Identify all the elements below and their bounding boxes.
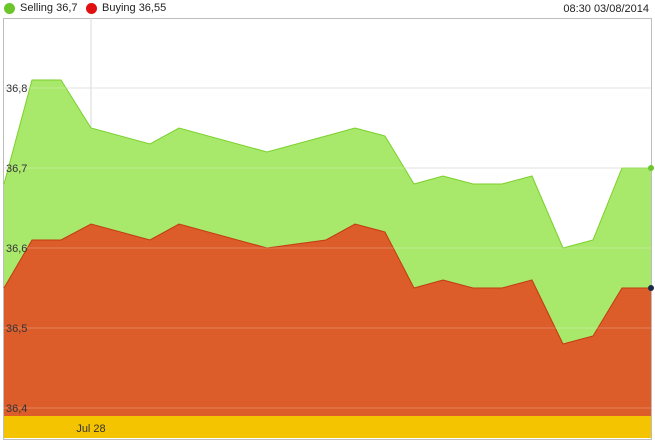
y-tick-label: 36,7 [6, 163, 27, 175]
buying-end-marker [648, 285, 654, 291]
timestamp: 08:30 03/08/2014 [563, 3, 649, 15]
legend-selling[interactable]: Selling 36,7 [4, 2, 78, 14]
selling-end-marker [648, 165, 654, 171]
tick-labels: 36,4 36,5 36,6 36,7 36,8 Jul 28 [6, 83, 106, 435]
legend-selling-label: Selling 36,7 [20, 2, 78, 14]
series-areas [3, 79, 651, 416]
series-area-buying [4, 224, 651, 416]
y-tick-label: 36,5 [6, 323, 27, 335]
x-axis-bar [4, 416, 651, 438]
buying-dot-icon [86, 2, 97, 14]
plot-frame [3, 18, 652, 440]
legend-buying-label: Buying 36,55 [102, 2, 167, 14]
series-line-buying [3, 223, 651, 345]
legend-bar: Selling 36,7 Buying 36,55 08:30 03/08/20… [0, 0, 655, 18]
y-tick-label: 36,4 [6, 403, 27, 415]
series-line-selling [3, 79, 651, 249]
selling-dot-icon [4, 2, 15, 14]
y-tick-label: 36,8 [6, 83, 27, 95]
legend-buying[interactable]: Buying 36,55 [86, 2, 166, 14]
end-markers [648, 165, 654, 291]
y-tick-label: 36,6 [6, 243, 27, 255]
x-tick-label: Jul 28 [76, 423, 105, 435]
